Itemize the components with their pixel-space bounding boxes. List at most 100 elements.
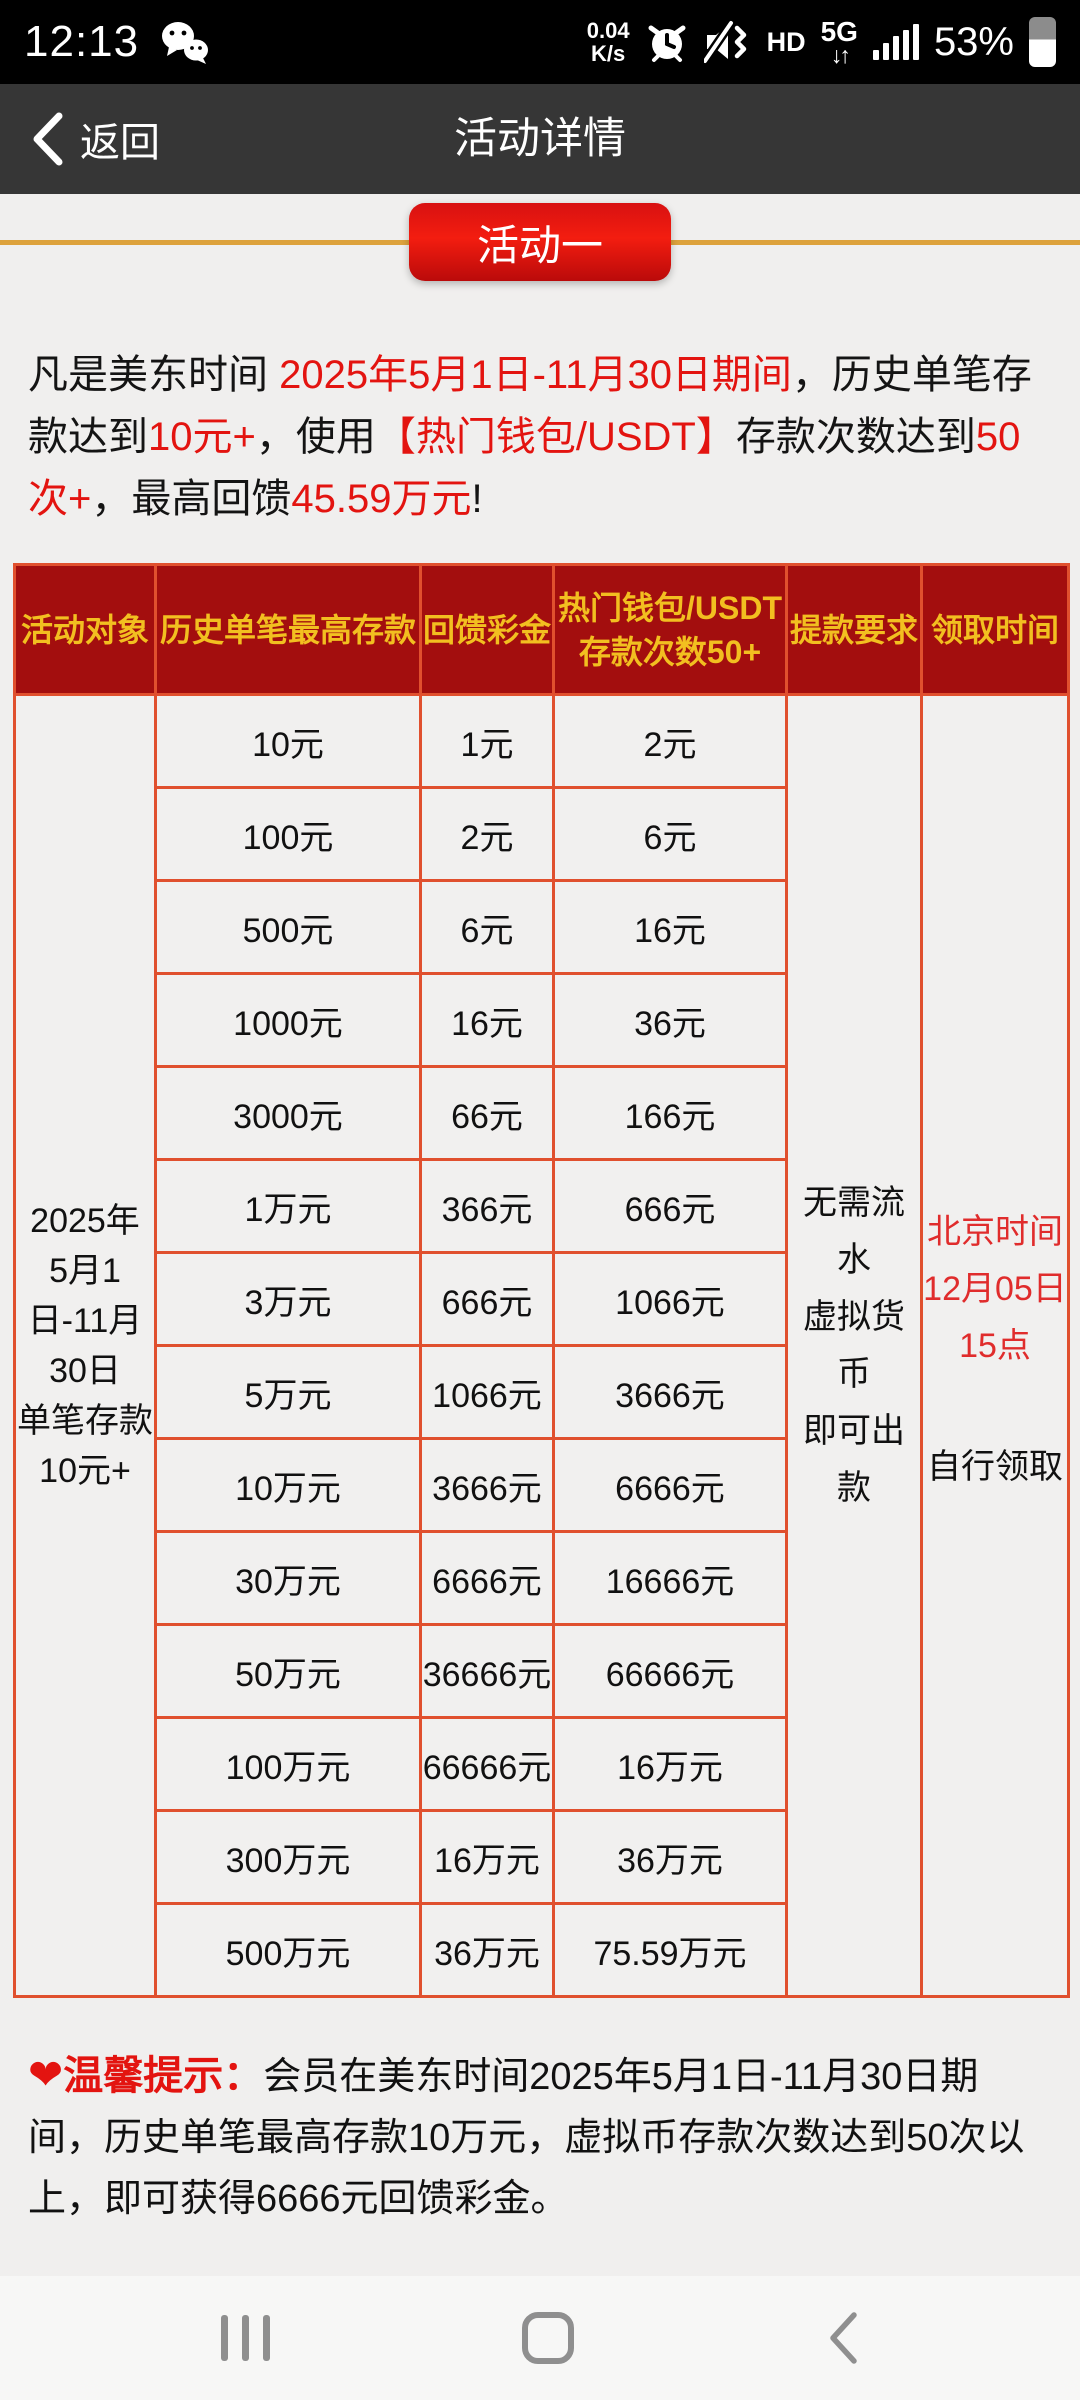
intro-segment: ! (471, 477, 483, 521)
activity-target-cell: 2025年 5月1 日-11月 30日 单笔存款 10元+ (13, 693, 157, 1998)
hd-indicator: HD (766, 26, 806, 57)
table-row: 100元 2元 6元 (15, 786, 1069, 882)
notice-title: 温馨提示： (63, 2054, 264, 2098)
usdt-bonus-cell: 16万元 (552, 1716, 788, 1812)
table-header-row: 活动对象 历史单笔最高存款 回馈彩金 热门钱包/USDT 存款次数50+ 提款要… (13, 563, 1070, 696)
deposit-cell: 30万元 (154, 1530, 422, 1626)
android-nav-bar (0, 2276, 1080, 2400)
bonus-cell: 16万元 (419, 1809, 555, 1905)
status-icons: 0.04 K/s HD 5G ↓↑ (587, 17, 1056, 67)
deposit-cell: 5万元 (154, 1344, 422, 1440)
nav-back-button[interactable] (826, 2311, 860, 2365)
deposit-cell: 500万元 (154, 1902, 422, 1998)
usdt-bonus-cell: 166元 (552, 1065, 788, 1161)
signal-strength-icon (872, 24, 919, 60)
header-withdraw-req: 提款要求 (785, 563, 923, 696)
bonus-cell: 366元 (419, 1158, 555, 1254)
intro-segment-highlight: 【热门钱包/USDT】 (375, 415, 736, 459)
mute-vibrate-icon (703, 20, 746, 64)
home-button[interactable] (521, 2312, 574, 2364)
intro-segment-highlight: 45.59万元 (291, 477, 472, 521)
usdt-bonus-cell: 1066元 (552, 1251, 788, 1347)
bonus-cell: 2元 (419, 786, 555, 882)
table-row: 300万元 16万元 36万元 (15, 1809, 1069, 1905)
table-row: 500元 6元 16元 (15, 879, 1069, 975)
bonus-cell: 6666元 (419, 1530, 555, 1626)
header-max-deposit: 历史单笔最高存款 (154, 563, 422, 696)
deposit-cell: 300万元 (154, 1809, 422, 1905)
battery-percent: 53% (933, 19, 1014, 64)
network-speed: 0.04 K/s (586, 18, 630, 66)
battery-icon (1029, 17, 1056, 67)
deposit-cell: 100万元 (154, 1716, 422, 1812)
claim-time-deadline: 北京时间 12月05日 15点 (923, 1212, 1067, 1365)
usdt-bonus-cell: 75.59万元 (552, 1902, 788, 1998)
promo-table: 活动对象 历史单笔最高存款 回馈彩金 热门钱包/USDT 存款次数50+ 提款要… (13, 563, 1070, 1998)
deposit-cell: 10万元 (154, 1437, 422, 1533)
table-row: 2025年 5月1 日-11月 30日 单笔存款 10元+ 10元 1元 2元 … (13, 693, 1070, 1998)
usdt-bonus-cell: 6元 (552, 786, 788, 882)
recent-apps-icon (220, 2315, 270, 2361)
bonus-cell: 3666元 (419, 1437, 555, 1533)
deposit-cell: 3000元 (154, 1065, 422, 1161)
intro-segment-highlight: 2025年5月1日-11月30日期间 (279, 353, 792, 397)
recent-apps-button[interactable] (220, 2315, 270, 2361)
notice-body: 会员在美东时间2025年5月1日-11月30日期间，历史单笔最高存款10万元，虚… (28, 2056, 1025, 2220)
deposit-cell: 500元 (154, 879, 422, 975)
bonus-cell: 36666元 (419, 1623, 555, 1719)
page-title: 活动详情 (454, 115, 626, 163)
table-row: 30万元 6666元 16666元 (15, 1530, 1069, 1626)
back-label: 返回 (80, 121, 160, 165)
header-bonus: 回馈彩金 (419, 563, 555, 696)
data-arrows-icon: ↓↑ (830, 42, 851, 68)
network-type-indicator: 5G ↓↑ (820, 16, 858, 68)
deposit-cell: 100元 (154, 786, 422, 882)
home-icon (521, 2312, 574, 2364)
intro-segment: 凡是美东时间 (28, 353, 280, 397)
bonus-cell: 666元 (419, 1251, 555, 1347)
table-row: 500万元 36万元 75.59万元 (15, 1902, 1069, 1998)
usdt-bonus-cell: 16元 (552, 879, 788, 975)
bonus-cell: 66666元 (419, 1716, 555, 1812)
notice-text: ❤温馨提示：会员在美东时间2025年5月1日-11月30日期间，历史单笔最高存款… (28, 2044, 1052, 2230)
withdraw-requirement-cell: 无需流水 虚拟货币 即可出款 (785, 693, 923, 1998)
usdt-bonus-cell: 16666元 (552, 1530, 788, 1626)
table-row: 100万元 66666元 16万元 (15, 1716, 1069, 1812)
table-row: 1万元 366元 666元 (15, 1158, 1069, 1254)
bonus-cell: 16元 (419, 972, 555, 1068)
claim-time-method: 自行领取 (927, 1447, 1063, 1486)
table-row: 1000元 16元 36元 (15, 972, 1069, 1068)
bonus-cell: 6元 (419, 879, 555, 975)
intro-segment: 存款次数达到 (735, 415, 976, 459)
back-button[interactable]: 返回 (30, 84, 160, 194)
intro-segment-highlight: 50次+ (28, 415, 1021, 521)
nav-back-icon (829, 2312, 857, 2364)
status-bar: 12:13 0.04 K/s (0, 0, 1080, 84)
intro-segment: ，历史单笔存款达到 (28, 353, 1032, 459)
intro-segment-highlight: 10元+ (148, 415, 256, 459)
bonus-cell: 66元 (419, 1065, 555, 1161)
activity-one-button[interactable]: 活动一 (409, 203, 671, 281)
usdt-bonus-cell: 666元 (552, 1158, 788, 1254)
usdt-bonus-cell: 2元 (552, 693, 788, 789)
usdt-bonus-cell: 3666元 (552, 1344, 788, 1440)
wechat-notification-icon (162, 22, 209, 64)
usdt-bonus-cell: 66666元 (552, 1623, 788, 1719)
back-chevron-icon (33, 112, 63, 166)
intro-segment: ，使用 (255, 415, 376, 459)
bonus-cell: 1066元 (419, 1344, 555, 1440)
usdt-bonus-cell: 36元 (552, 972, 788, 1068)
alarm-icon (648, 25, 686, 62)
heart-icon: ❤ (28, 2051, 64, 2098)
intro-segment: ，最高回馈 (91, 477, 292, 521)
deposit-cell: 10元 (154, 693, 422, 789)
header-claim-time: 领取时间 (920, 563, 1070, 696)
header-usdt-bonus: 热门钱包/USDT 存款次数50+ (552, 563, 788, 696)
usdt-bonus-cell: 36万元 (552, 1809, 788, 1905)
deposit-cell: 1000元 (154, 972, 422, 1068)
deposit-cell: 1万元 (154, 1158, 422, 1254)
claim-time-cell: 北京时间 12月05日 15点 自行领取 (920, 693, 1070, 1998)
clock-time: 12:13 (24, 17, 140, 66)
table-row: 10万元 3666元 6666元 (15, 1437, 1069, 1533)
